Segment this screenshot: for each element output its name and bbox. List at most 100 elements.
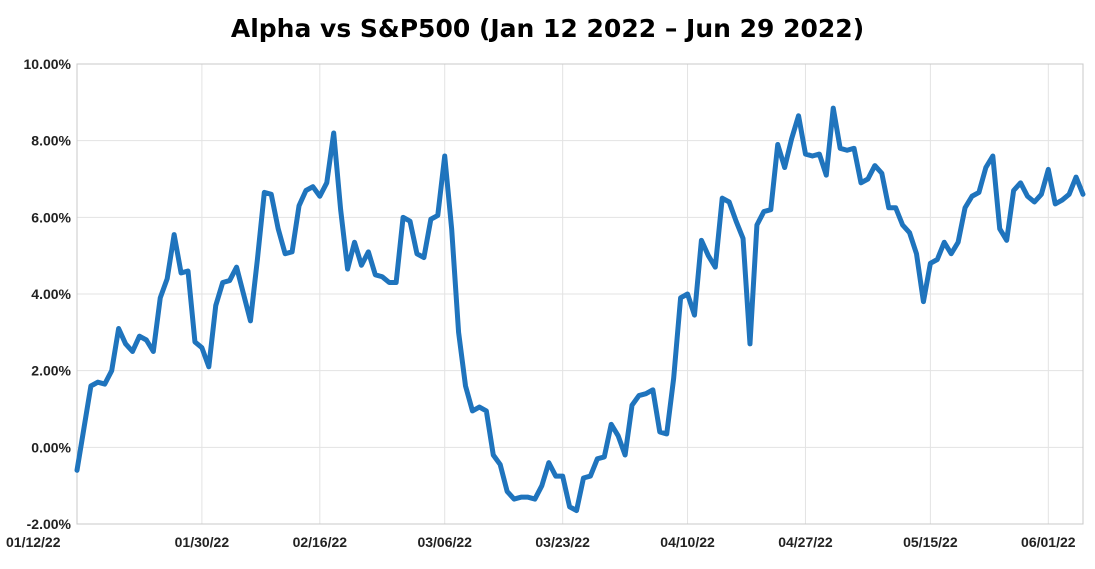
- data-point: [249, 320, 251, 322]
- data-point: [256, 259, 258, 260]
- x-tick-label: 04/10/22: [660, 534, 715, 550]
- data-point: [1061, 199, 1063, 201]
- data-point: [867, 178, 869, 180]
- data-point: [527, 496, 529, 498]
- data-point: [513, 498, 515, 500]
- data-point: [201, 347, 203, 349]
- data-point: [465, 385, 467, 387]
- data-point: [582, 477, 584, 479]
- data-point: [243, 293, 245, 295]
- data-point: [132, 351, 133, 352]
- data-point: [1020, 182, 1022, 184]
- data-point: [416, 253, 418, 255]
- data-point: [659, 431, 661, 433]
- data-point: [104, 383, 106, 385]
- data-point: [999, 228, 1001, 230]
- data-point: [305, 190, 307, 191]
- data-point: [798, 115, 800, 117]
- data-point: [340, 209, 342, 211]
- x-tick-label: 01/30/22: [175, 534, 230, 550]
- data-point: [229, 280, 231, 282]
- data-point: [83, 427, 85, 429]
- data-point: [284, 253, 286, 255]
- x-tick-label: 05/15/22: [903, 534, 958, 550]
- data-point: [631, 404, 633, 406]
- y-tick-label: -2.00%: [27, 516, 72, 532]
- data-point: [881, 172, 883, 174]
- data-point: [763, 211, 765, 213]
- data-point: [992, 155, 994, 157]
- data-point: [1075, 176, 1077, 178]
- data-point: [485, 410, 487, 412]
- data-point: [367, 251, 369, 253]
- data-point: [236, 266, 238, 268]
- data-point: [444, 155, 446, 157]
- y-tick-label: 4.00%: [31, 286, 71, 302]
- data-point: [360, 264, 362, 266]
- data-point: [652, 389, 654, 391]
- data-point: [680, 297, 682, 299]
- data-point: [964, 207, 966, 209]
- data-point: [458, 331, 460, 333]
- data-point: [354, 241, 356, 243]
- data-point: [888, 207, 890, 209]
- data-point: [430, 218, 432, 220]
- data-point: [853, 147, 855, 149]
- data-point: [291, 251, 293, 253]
- series-line: [74, 105, 1086, 514]
- data-point: [971, 195, 973, 197]
- data-point: [915, 253, 917, 255]
- data-point: [1040, 193, 1042, 195]
- data-point: [97, 381, 99, 383]
- data-point: [569, 506, 571, 508]
- data-point: [374, 274, 376, 276]
- data-point: [860, 182, 862, 184]
- data-point: [409, 220, 411, 222]
- data-point: [402, 216, 404, 218]
- y-tick-label: 2.00%: [31, 363, 71, 379]
- data-point: [693, 314, 695, 316]
- data-point: [603, 456, 605, 458]
- data-point: [1033, 201, 1035, 203]
- x-tick-label: 02/16/22: [293, 534, 348, 550]
- data-point: [555, 475, 557, 477]
- data-point: [687, 293, 689, 295]
- data-point: [478, 406, 480, 408]
- data-point: [118, 328, 120, 329]
- data-point: [902, 224, 904, 226]
- data-point: [277, 228, 279, 230]
- data-point: [610, 423, 612, 425]
- data-point: [846, 149, 848, 151]
- data-point: [347, 268, 349, 270]
- data-point: [742, 237, 744, 239]
- data-point: [159, 297, 161, 299]
- data-point: [950, 253, 952, 255]
- grid-layer: [76, 63, 1083, 525]
- data-point: [839, 147, 841, 149]
- x-tick-label: 03/06/22: [417, 534, 472, 550]
- data-point: [76, 469, 78, 471]
- data-point: [576, 510, 578, 512]
- data-point: [791, 138, 793, 140]
- data-point: [825, 174, 827, 176]
- data-point: [1027, 195, 1028, 197]
- y-tick-label: 0.00%: [31, 439, 71, 455]
- data-point: [832, 107, 834, 109]
- data-point: [617, 435, 619, 437]
- data-point: [1054, 203, 1056, 205]
- data-point: [187, 270, 189, 272]
- data-point: [395, 282, 397, 283]
- x-tick-label: 04/27/22: [778, 534, 833, 550]
- data-point: [936, 259, 938, 260]
- data-point: [138, 335, 140, 337]
- data-point: [333, 132, 335, 134]
- data-point: [804, 153, 806, 155]
- data-point: [194, 341, 196, 343]
- data-point: [811, 155, 813, 157]
- data-point: [1006, 239, 1008, 241]
- data-point: [548, 462, 550, 464]
- data-point: [1068, 193, 1070, 195]
- data-point: [645, 393, 647, 395]
- data-point: [673, 377, 675, 379]
- data-point: [173, 234, 175, 236]
